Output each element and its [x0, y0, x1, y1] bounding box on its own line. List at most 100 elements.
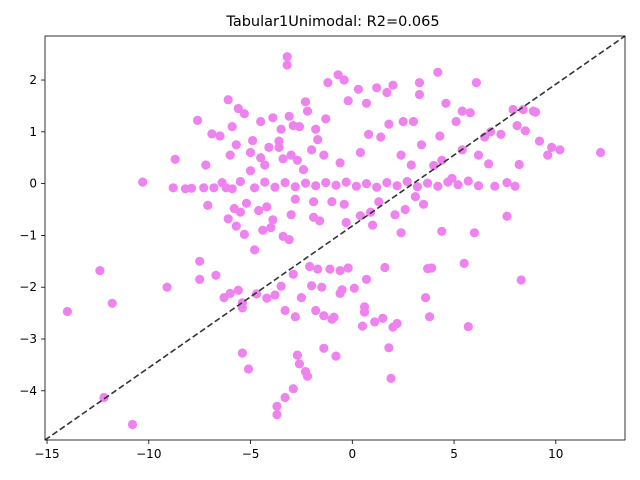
- data-point: [327, 197, 337, 207]
- data-point: [274, 136, 284, 146]
- data-point: [368, 220, 378, 230]
- data-point: [99, 392, 109, 403]
- data-point: [423, 178, 433, 188]
- data-point: [237, 348, 247, 358]
- data-point: [292, 350, 302, 360]
- data-point: [414, 89, 425, 100]
- y-tick-label: −4: [19, 384, 37, 398]
- data-point: [473, 181, 484, 191]
- data-point: [186, 183, 197, 193]
- data-point: [408, 116, 418, 127]
- data-point: [469, 228, 479, 238]
- data-point: [396, 150, 406, 160]
- data-point: [547, 142, 557, 152]
- data-point: [290, 194, 300, 204]
- data-point: [209, 183, 219, 193]
- data-point: [382, 87, 392, 98]
- data-point: [221, 183, 231, 193]
- data-point: [307, 281, 317, 291]
- data-point: [333, 70, 343, 80]
- data-point: [223, 214, 233, 224]
- y-tick-label: −3: [19, 332, 37, 346]
- data-point: [414, 78, 425, 88]
- data-point: [256, 116, 266, 127]
- data-point: [245, 147, 256, 158]
- data-point: [294, 359, 304, 369]
- data-point: [451, 116, 461, 127]
- data-point: [459, 258, 469, 268]
- data-point: [325, 264, 335, 274]
- data-point: [341, 177, 351, 187]
- data-point: [437, 155, 447, 165]
- data-point: [138, 177, 148, 187]
- data-point: [412, 182, 422, 192]
- y-tick-label: 0: [29, 177, 37, 191]
- data-point: [329, 312, 339, 322]
- data-point: [288, 384, 298, 394]
- data-point: [258, 225, 268, 235]
- data-point: [486, 127, 496, 137]
- y-tick-label: −1: [19, 228, 37, 242]
- data-point: [508, 104, 518, 115]
- y-tick-label: 2: [29, 73, 37, 87]
- data-point: [429, 160, 439, 171]
- data-point: [262, 202, 272, 212]
- data-point: [286, 150, 296, 160]
- data-point: [203, 200, 213, 210]
- data-point: [323, 78, 333, 88]
- data-point: [341, 217, 351, 228]
- data-point: [335, 266, 345, 276]
- data-point: [195, 274, 205, 284]
- data-point: [484, 159, 494, 169]
- data-point: [319, 311, 329, 321]
- x-tick-label: 10: [548, 447, 563, 461]
- data-point: [284, 235, 294, 245]
- data-point: [518, 104, 528, 115]
- data-point: [359, 307, 370, 317]
- data-point: [315, 216, 325, 226]
- data-point: [339, 75, 349, 85]
- data-point: [339, 199, 349, 209]
- data-point: [319, 150, 329, 160]
- x-tick-label: 5: [450, 447, 458, 461]
- data-point: [250, 245, 260, 255]
- data-point: [266, 223, 276, 233]
- data-point: [313, 264, 323, 274]
- data-point: [227, 122, 237, 132]
- data-point: [223, 95, 233, 105]
- data-point: [300, 178, 311, 188]
- data-point: [435, 131, 445, 141]
- data-point: [441, 98, 451, 108]
- data-point: [512, 121, 522, 131]
- data-point: [398, 116, 408, 127]
- data-point: [231, 140, 241, 150]
- data-point: [463, 322, 473, 332]
- data-point: [317, 282, 327, 292]
- data-point: [406, 160, 416, 170]
- data-point: [296, 293, 306, 303]
- data-point: [331, 180, 341, 190]
- data-point: [353, 84, 363, 94]
- data-point: [457, 106, 467, 116]
- data-point: [510, 181, 520, 191]
- data-point: [471, 78, 481, 88]
- data-point: [199, 183, 209, 193]
- data-point: [384, 343, 394, 353]
- data-point: [516, 275, 526, 285]
- data-point: [268, 215, 278, 225]
- data-point: [502, 178, 512, 188]
- data-point: [490, 181, 500, 191]
- data-point: [260, 160, 270, 170]
- data-point: [388, 80, 398, 90]
- y-tick-label: 1: [29, 125, 37, 139]
- data-point: [168, 183, 178, 193]
- data-point: [270, 182, 280, 192]
- data-point: [443, 177, 453, 187]
- data-point: [250, 183, 260, 193]
- data-point: [239, 109, 249, 119]
- data-point: [321, 114, 331, 124]
- data-point: [530, 107, 541, 117]
- data-point: [421, 293, 431, 303]
- data-point: [372, 182, 382, 192]
